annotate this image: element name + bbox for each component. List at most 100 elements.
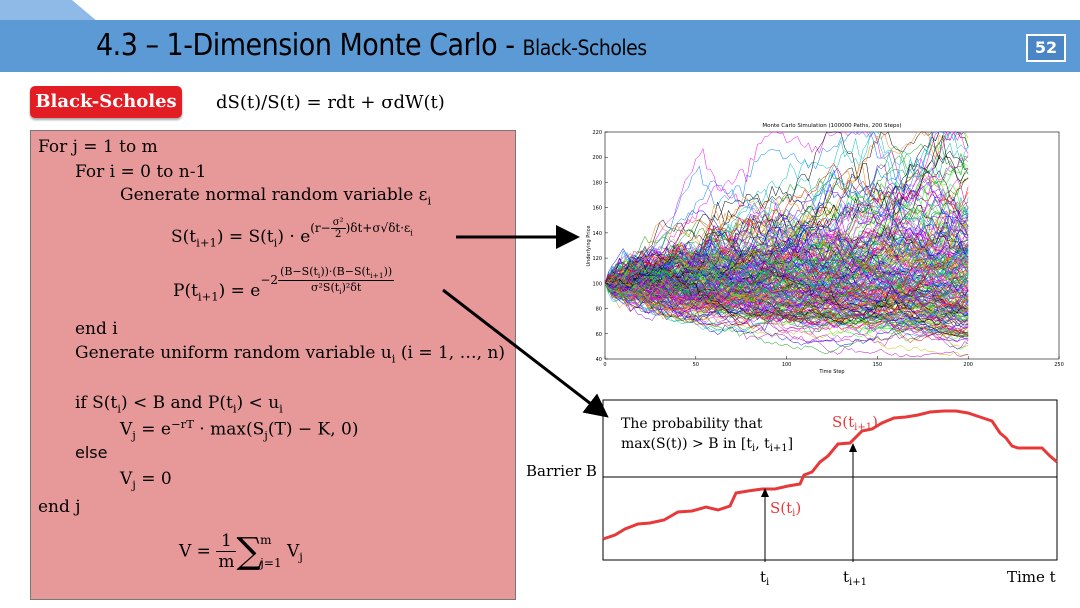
simulated-path: [604, 245, 969, 342]
page-number-badge: 52: [1026, 34, 1066, 62]
simulated-path: [604, 231, 969, 298]
simulated-path: [604, 166, 969, 284]
y-tick-label: 120: [592, 256, 602, 262]
s-update-formula: S(ti+1) = S(ti) · e(r− σ² 2)δt+σ√δt·εi: [171, 217, 413, 250]
loop-i-start: For i = 0 to n-1: [75, 162, 207, 182]
simulated-path: [604, 131, 969, 284]
simulated-path: [604, 254, 969, 322]
algorithm-box: For j = 1 to m For i = 0 to n-1 Generate…: [30, 130, 516, 600]
simulated-path: [604, 217, 969, 301]
sde-equation: dS(t)/S(t) = rdt + σdW(t): [216, 92, 445, 113]
simulated-path: [604, 131, 969, 287]
generate-uniform: Generate uniform random variable ui (i =…: [75, 343, 505, 366]
x-axis-label: Time Step: [818, 369, 844, 375]
simulated-path: [604, 181, 969, 286]
t-i1-label: ti+1: [843, 568, 867, 588]
simulated-path: [604, 282, 969, 334]
x-tick-label: 150: [873, 362, 883, 368]
title-sub: Black-Scholes: [522, 36, 648, 60]
simulated-path: [604, 154, 969, 284]
simulated-path: [604, 283, 969, 356]
s-ti-label: S(ti): [770, 499, 801, 519]
annotation-text: The probability that: [621, 416, 763, 432]
simulated-path: [604, 183, 969, 299]
if-condition: if S(ti) < B and P(ti) < ui: [75, 393, 283, 416]
price-path: [602, 409, 1058, 541]
simulated-path: [604, 236, 969, 312]
diagram-frame: [602, 399, 1058, 561]
y-tick-label: 140: [592, 231, 602, 237]
loop-j-start: For j = 1 to m: [38, 137, 158, 157]
simulated-path: [604, 274, 969, 309]
simulated-path: [604, 257, 969, 310]
barrier-label: Barrier B: [526, 462, 597, 480]
simulated-path: [604, 247, 969, 307]
simulated-path: [604, 283, 969, 332]
simulated-path: [604, 173, 969, 297]
payoff-zero: Vj = 0: [120, 469, 172, 492]
simulated-path: [604, 256, 969, 303]
chart-title: Monte Carlo Simulation (100000 Paths, 20…: [762, 123, 901, 129]
simulated-path: [604, 131, 969, 289]
simulated-path: [604, 142, 969, 291]
annotation-text-2: max(S(t)) > B in [ti, ti+1]: [621, 436, 793, 454]
y-tick-label: 60: [596, 332, 602, 338]
x-tick-label: 200: [963, 362, 973, 368]
p-formula: P(ti+1) = e−2 (B−S(ti))·(B−S(ti+1)) σ²S(ti…: [173, 265, 395, 304]
t-i-label: ti: [760, 568, 769, 588]
y-axis-label: Underlying Price: [586, 225, 592, 266]
simulated-paths: [604, 131, 969, 357]
y-tick-label: 40: [596, 357, 602, 363]
monte-carlo-chart: Monte Carlo Simulation (100000 Paths, 20…: [586, 123, 1064, 375]
simulated-path: [604, 278, 969, 336]
simulated-path: [604, 258, 969, 337]
simulated-path: [604, 238, 969, 301]
simulated-path: [604, 241, 969, 318]
simulated-path: [604, 239, 969, 306]
y-tick-label: 200: [592, 155, 602, 161]
average-formula: V = 1 m ∑ m j=1 Vj: [179, 530, 303, 573]
y-tick-label: 80: [596, 307, 602, 313]
simulated-path: [604, 213, 969, 292]
simulated-path: [604, 273, 969, 324]
page-title: 4.3 – 1-Dimension Monte Carlo - Black-Sc…: [96, 22, 647, 70]
x-tick-label: 50: [693, 362, 699, 368]
y-tick-label: 160: [592, 206, 602, 212]
y-tick-label: 100: [592, 281, 602, 287]
simulated-path: [604, 131, 969, 296]
simulated-path: [604, 276, 969, 323]
simulated-path: [604, 162, 969, 291]
simulated-path: [604, 135, 969, 285]
s-ti1-label: S(ti+1): [832, 413, 878, 433]
simulated-path: [604, 250, 969, 313]
simulated-path: [604, 164, 969, 284]
simulated-path: [604, 215, 969, 304]
barrier-diagram: Barrier B The probability that max(S(t))…: [526, 399, 1058, 588]
else-keyword: else: [75, 443, 108, 462]
loop-j-end: end j: [38, 497, 81, 517]
title-main: 4.3 – 1-Dimension Monte Carlo -: [96, 28, 515, 63]
simulated-path: [604, 273, 969, 314]
x-tick-label: 100: [782, 362, 792, 368]
simulated-path: [604, 131, 969, 284]
y-tick-label: 180: [592, 180, 602, 186]
simulated-path: [604, 247, 969, 301]
time-axis-label: Time t: [1007, 568, 1056, 586]
simulated-path: [604, 196, 969, 297]
y-tick-label: 220: [592, 130, 602, 136]
simulated-path: [604, 276, 969, 322]
x-tick-label: 250: [1054, 362, 1064, 368]
simulated-path: [604, 256, 969, 307]
generate-normal: Generate normal random variable εi: [120, 185, 432, 208]
simulated-path: [604, 259, 969, 308]
title-bar: [0, 20, 1080, 72]
loop-i-end: end i: [75, 319, 118, 339]
model-badge: Black-Scholes: [30, 86, 182, 118]
payoff-formula: Vj = e−rT · max(Sj(T) − K, 0): [120, 417, 359, 443]
x-tick-label: 0: [603, 362, 606, 368]
simulated-path: [604, 214, 969, 288]
simulated-path: [604, 225, 969, 291]
simulated-path: [604, 204, 969, 289]
simulated-path: [604, 283, 969, 355]
simulated-path: [604, 264, 969, 326]
